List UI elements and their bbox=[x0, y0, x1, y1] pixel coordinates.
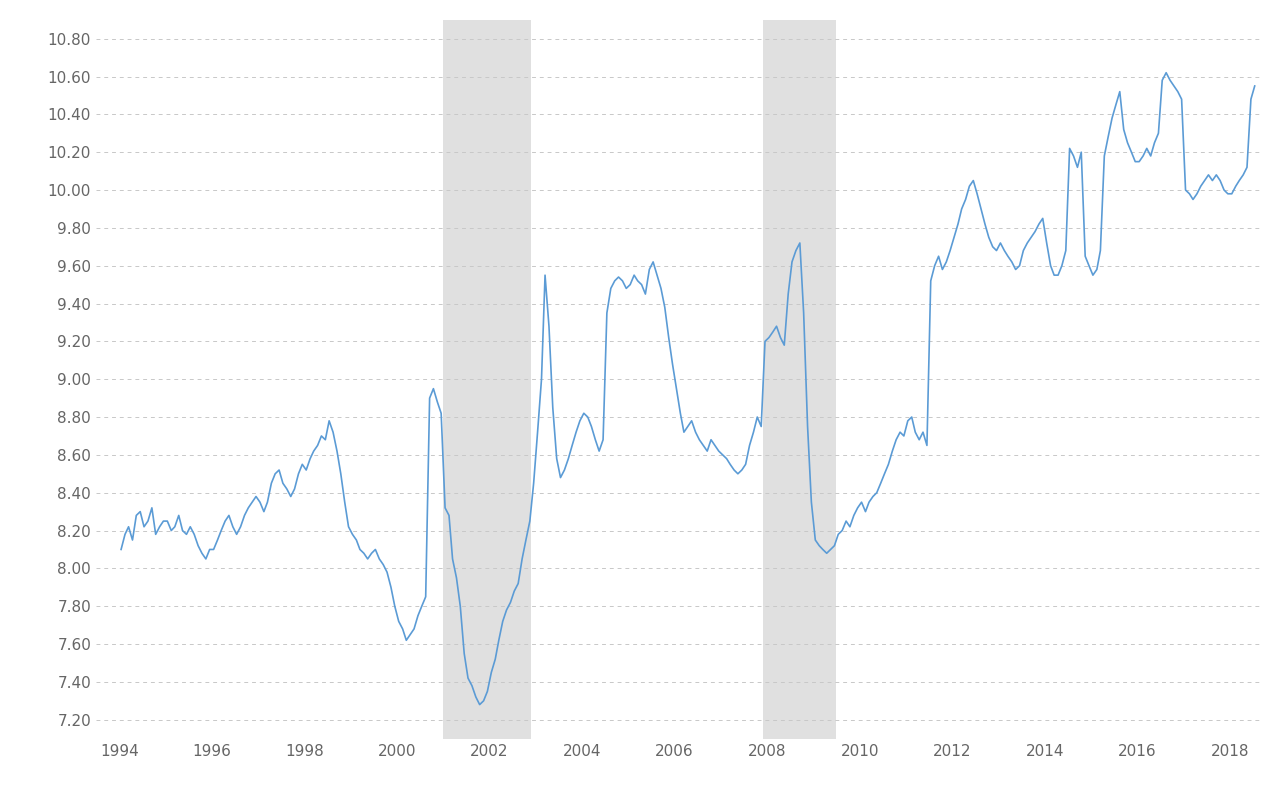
Bar bbox=[763, 20, 836, 739]
Bar bbox=[443, 20, 531, 739]
